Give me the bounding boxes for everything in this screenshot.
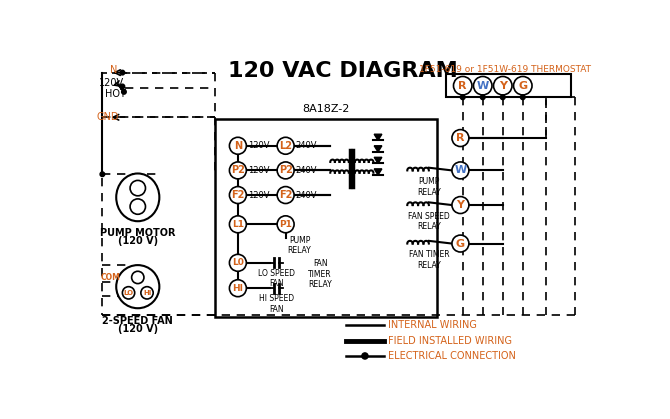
Text: FAN TIMER
RELAY: FAN TIMER RELAY [409,251,449,270]
Text: 240V: 240V [295,191,317,199]
Text: PUMP
RELAY: PUMP RELAY [417,177,441,197]
Text: G: G [456,238,465,248]
Circle shape [141,287,153,299]
Text: 240V: 240V [295,141,317,150]
Polygon shape [374,134,382,140]
Text: GND: GND [97,112,119,122]
Circle shape [452,162,469,179]
Text: ELECTRICAL CONNECTION: ELECTRICAL CONNECTION [388,351,516,361]
Text: 1F51-619 or 1F51W-619 THERMOSTAT: 1F51-619 or 1F51W-619 THERMOSTAT [419,65,591,74]
Text: FAN
TIMER
RELAY: FAN TIMER RELAY [308,259,332,289]
Text: 120 VAC DIAGRAM: 120 VAC DIAGRAM [228,61,458,81]
Circle shape [500,95,505,100]
Text: 120V: 120V [248,141,269,150]
Circle shape [229,137,247,154]
Text: P2: P2 [231,166,245,176]
Ellipse shape [116,265,159,308]
Text: (120 V): (120 V) [118,323,158,334]
Polygon shape [374,169,382,175]
Circle shape [277,216,294,233]
Polygon shape [374,157,382,163]
Text: R: R [456,133,465,143]
Text: FIELD INSTALLED WIRING: FIELD INSTALLED WIRING [388,336,512,346]
Text: INTERNAL WIRING: INTERNAL WIRING [388,320,477,330]
Text: P1: P1 [279,220,292,229]
Circle shape [131,271,144,284]
Circle shape [229,280,247,297]
Circle shape [130,181,145,196]
Text: N: N [234,141,242,151]
Text: HI SPEED
FAN: HI SPEED FAN [259,295,294,314]
Text: F2: F2 [231,190,245,200]
Ellipse shape [116,173,159,221]
Text: 120V: 120V [248,166,269,175]
Text: 120V: 120V [248,191,269,199]
Text: L2: L2 [279,141,292,151]
Text: P2: P2 [279,166,293,176]
Circle shape [120,84,125,89]
Circle shape [480,95,485,100]
Circle shape [277,186,294,204]
Text: PUMP
RELAY: PUMP RELAY [287,236,312,255]
Circle shape [494,76,512,95]
Circle shape [123,287,135,299]
Circle shape [120,70,125,75]
Text: PUMP MOTOR: PUMP MOTOR [100,228,176,238]
Text: HI: HI [232,284,243,293]
Text: Y: Y [498,81,507,91]
Circle shape [100,172,105,176]
Text: F2: F2 [279,190,292,200]
Text: 8A18Z-2: 8A18Z-2 [302,104,349,114]
Circle shape [452,235,469,252]
Text: LO SPEED
FAN: LO SPEED FAN [258,269,295,288]
Circle shape [460,95,465,100]
Text: LO: LO [123,290,133,296]
Text: R: R [458,81,467,91]
Text: 240V: 240V [295,166,317,175]
Text: Y: Y [456,200,464,210]
Circle shape [452,197,469,214]
Text: HI: HI [143,290,151,296]
Circle shape [362,353,368,359]
Circle shape [229,254,247,271]
Text: 2-SPEED FAN: 2-SPEED FAN [103,316,173,326]
Circle shape [229,162,247,179]
Text: HOT: HOT [105,89,127,99]
Polygon shape [374,146,382,152]
Bar [446,74,571,97]
Circle shape [521,95,525,100]
Circle shape [229,216,247,233]
Text: (120 V): (120 V) [118,236,158,246]
Text: W: W [454,166,466,176]
Text: L0: L0 [232,258,244,267]
Circle shape [277,162,294,179]
Text: FAN SPEED
RELAY: FAN SPEED RELAY [408,212,450,231]
Circle shape [474,76,492,95]
Circle shape [229,186,247,204]
Circle shape [277,137,294,154]
Text: W: W [476,81,489,91]
Text: COM: COM [101,273,121,282]
Text: L1: L1 [232,220,244,229]
Circle shape [452,129,469,147]
Circle shape [122,90,126,94]
Text: G: G [518,81,527,91]
Bar [215,119,437,318]
Circle shape [513,76,532,95]
Circle shape [130,199,145,214]
Text: 120V: 120V [99,78,125,88]
Text: N: N [110,65,117,75]
Circle shape [454,76,472,95]
